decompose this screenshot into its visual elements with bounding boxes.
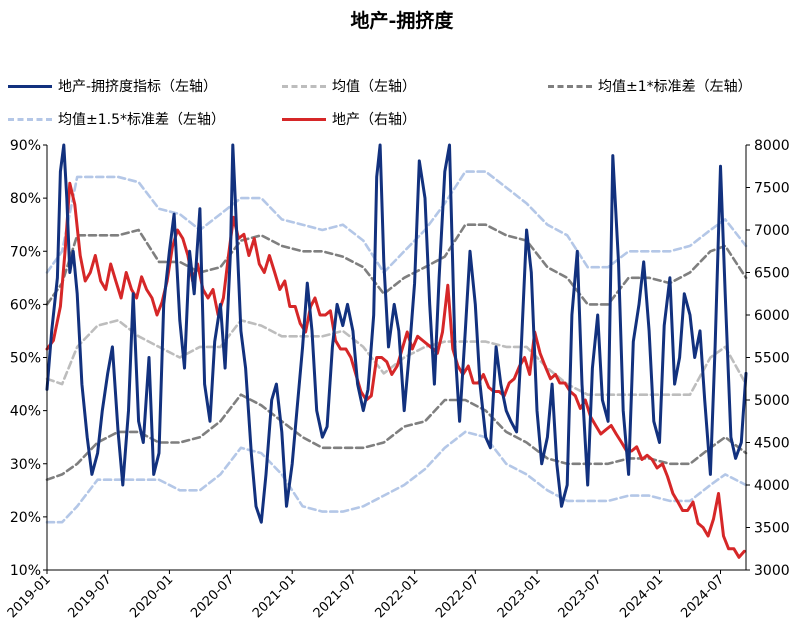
legend-item-crowding-index: 地产-拥挤度指标（左轴）	[8, 76, 217, 96]
axes-layer: 10% 20% 30% 40% 50% 60% 70% 80% 90% 3000 3500 4000 4…	[5, 138, 790, 621]
legend-swatch-crowding-index	[8, 84, 52, 88]
y-left-tick-label: 20%	[10, 510, 41, 526]
series-line-3	[45, 393, 748, 482]
x-tick-label: 2019-01	[5, 572, 54, 621]
y-left-tick-label: 50%	[10, 351, 41, 367]
x-tick-label: 2023-01	[495, 572, 544, 621]
chart-title: 地产-拥挤度	[350, 10, 454, 32]
legend-swatch-mean-1std	[548, 84, 592, 88]
legend-label-crowding-index: 地产-拥挤度指标（左轴）	[58, 79, 218, 95]
x-tick-label: 2024-01	[617, 572, 666, 621]
y-left-tick-label: 70%	[10, 244, 41, 260]
y-right-tick-label: 6500	[754, 266, 790, 282]
x-tick-label: 2022-07	[433, 572, 482, 621]
y-right-tick-label: 8000	[754, 138, 790, 154]
y-right-tick-label: 3000	[754, 563, 790, 579]
y-left-tick-label: 40%	[10, 404, 41, 420]
legend-swatch-mean-1-5std	[8, 117, 52, 121]
legend-label-mean-1std: 均值±1*标准差（左轴）	[598, 79, 752, 95]
y-right-tick-label: 7500	[754, 181, 790, 197]
legend-row-2: 均值±1.5*标准差（左轴） 地产（右轴）	[0, 109, 804, 131]
legend-item-mean: 均值（左轴）	[282, 76, 416, 96]
legend-item-mean-1-5std: 均值±1.5*标准差（左轴）	[8, 109, 225, 129]
y-right-tick-label: 7000	[754, 223, 790, 239]
series-line-6	[45, 181, 746, 559]
series-line-0	[45, 143, 748, 524]
x-tick-label: 2024-07	[678, 572, 727, 621]
y-right-tick-label: 3500	[754, 521, 790, 537]
x-tick-label: 2019-07	[66, 572, 115, 621]
y-left-tick-label: 90%	[10, 138, 41, 154]
x-tick-label: 2022-01	[372, 572, 421, 621]
legend-swatch-mean	[282, 84, 326, 88]
legend-item-real-estate: 地产（右轴）	[282, 109, 416, 129]
legend-item-mean-1std: 均值±1*标准差（左轴）	[548, 76, 752, 96]
legend-swatch-real-estate	[282, 117, 326, 121]
series-line-5	[45, 430, 748, 524]
legend-label-real-estate: 地产（右轴）	[332, 112, 416, 128]
y-left-tick-label: 30%	[10, 457, 41, 473]
y-right-tick-label: 4500	[754, 436, 790, 452]
y-right-tick-label: 6000	[754, 308, 790, 324]
y-left-tick-label: 80%	[10, 191, 41, 207]
legend-label-mean-1-5std: 均值±1.5*标准差（左轴）	[58, 112, 225, 128]
series-line-2	[45, 223, 748, 306]
y-right-tick-label: 4000	[754, 478, 790, 494]
y-left-tick-label: 60%	[10, 297, 41, 313]
x-tick-label: 2023-07	[556, 572, 605, 621]
y-left-tick-label: 10%	[10, 563, 41, 579]
x-tick-label: 2020-01	[127, 572, 176, 621]
series-layer	[45, 143, 748, 559]
series-line-1	[45, 318, 748, 397]
y-right-tick-label: 5500	[754, 351, 790, 367]
legend-row-1: 地产-拥挤度指标（左轴） 均值（左轴） 均值±1*标准差（左轴）	[0, 76, 804, 98]
series-line-4	[45, 170, 748, 274]
y-right-tick-label: 5000	[754, 393, 790, 409]
x-tick-label: 2020-07	[188, 572, 237, 621]
legend-label-mean: 均值（左轴）	[332, 79, 416, 95]
x-tick-label: 2021-07	[311, 572, 360, 621]
x-tick-label: 2021-01	[250, 572, 299, 621]
